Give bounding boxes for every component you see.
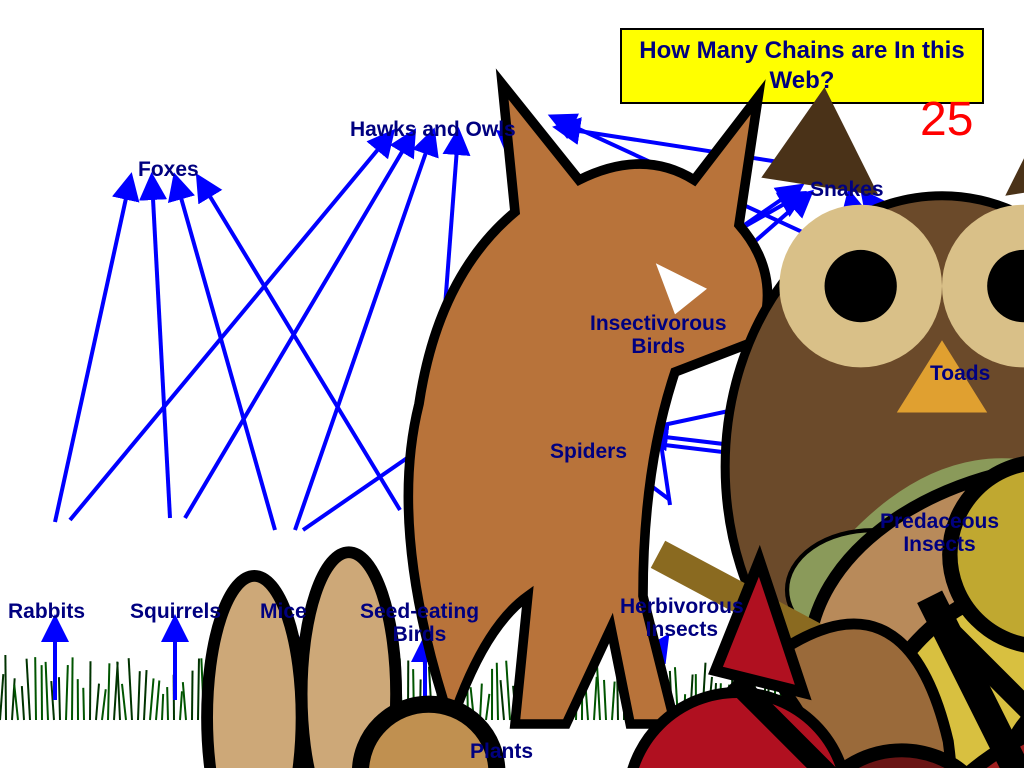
label-pred-insects: Predaceous Insects (880, 510, 999, 556)
mouse-illustration (258, 525, 318, 567)
label-toads: Toads (930, 362, 990, 385)
answer-number: 25 (920, 92, 973, 147)
label-mice: Mice (260, 600, 307, 623)
snake-illustration (770, 95, 890, 165)
label-foxes: Foxes (138, 158, 199, 181)
seed-eating-bird-illustration (390, 495, 460, 565)
label-seed-birds: Seed-eating Birds (360, 600, 479, 646)
label-squirrels: Squirrels (130, 600, 221, 623)
question-text: How Many Chains are In this Web? (639, 37, 964, 94)
label-insect-birds: Insectivorous Birds (590, 312, 727, 358)
herbivorous-insect-illustration (655, 485, 725, 540)
spider-illustration (530, 370, 590, 420)
owl-illustration (430, 15, 500, 100)
label-spiders: Spiders (550, 440, 627, 463)
toad-illustration (915, 275, 990, 335)
insectivorous-bird-illustration (625, 225, 700, 287)
rabbit-illustration (20, 505, 95, 570)
predaceous-insect-illustration (855, 420, 925, 475)
fox-illustration (115, 20, 210, 140)
label-herb-insects: Herbivorous Insects (620, 595, 744, 641)
squirrel-illustration (140, 500, 210, 570)
label-hawks-owls: Hawks and Owls (350, 118, 516, 141)
label-plants: Plants (470, 740, 533, 763)
label-snakes: Snakes (810, 178, 884, 201)
label-rabbits: Rabbits (8, 600, 85, 623)
